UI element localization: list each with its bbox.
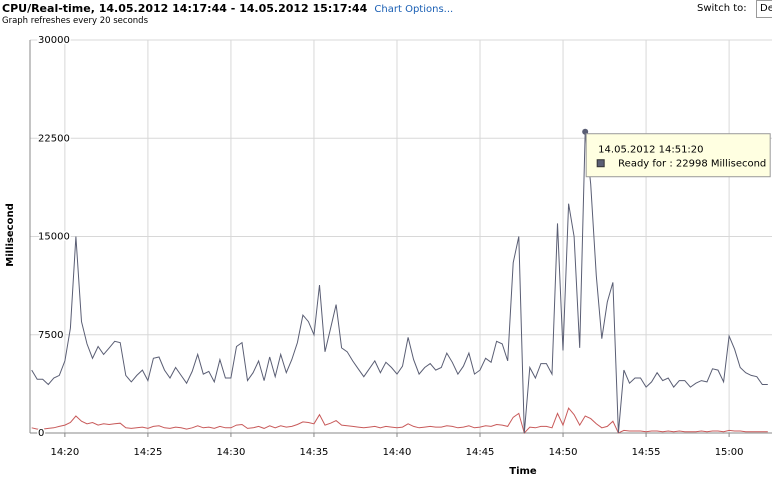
switch-dropdown[interactable]: De <box>756 0 772 18</box>
switch-label: Switch to: <box>697 3 747 14</box>
x-tick-label: 14:30 <box>217 447 246 458</box>
tooltip-time: 14.05.2012 14:51:20 <box>598 145 703 156</box>
x-axis-label: Time <box>509 466 537 477</box>
y-tick-label: 15000 <box>38 232 70 243</box>
chart-title: CPU/Real-time, 14.05.2012 14:17:44 - 14.… <box>2 2 368 15</box>
y-axis-label: Millisecond <box>5 203 16 266</box>
x-tick-label: 15:00 <box>715 447 744 458</box>
y-tick-label: 22500 <box>38 133 70 144</box>
tooltip-swatch <box>596 159 605 168</box>
tooltip-box <box>585 133 771 178</box>
y-tick-label: 0 <box>38 428 44 439</box>
x-tick-label: 14:55 <box>632 447 661 458</box>
grid <box>30 39 772 434</box>
x-tick-label: 14:20 <box>50 447 79 458</box>
y-tick-label: 30000 <box>38 35 70 46</box>
tooltip-text: Ready for : 22998 Millisecond <box>618 159 766 170</box>
subtitle: Graph refreshes every 20 seconds <box>2 16 148 26</box>
series-line <box>31 407 768 434</box>
y-tick-label: 7500 <box>38 330 63 341</box>
header: CPU/Real-time, 14.05.2012 14:17:44 - 14.… <box>2 2 453 15</box>
x-tick-label: 14:35 <box>300 447 329 458</box>
tooltip: 14.05.2012 14:51:20 Ready for : 22998 Mil… <box>585 133 771 178</box>
x-tick-label: 14:45 <box>466 447 495 458</box>
x-tick-label: 14:50 <box>549 447 578 458</box>
x-tick-label: 14:25 <box>133 447 162 458</box>
chart-options-link[interactable]: Chart Options... <box>374 4 454 15</box>
series-line <box>31 131 768 434</box>
x-tick-label: 14:40 <box>383 447 412 458</box>
